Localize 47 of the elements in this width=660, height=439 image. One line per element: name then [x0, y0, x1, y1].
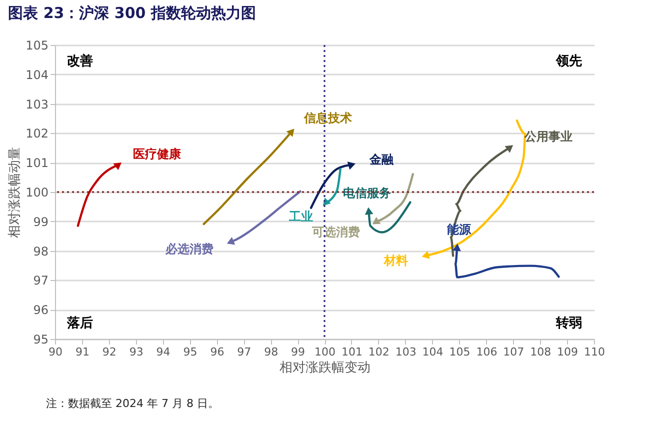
series-label: 医疗健康 [133, 146, 182, 161]
y-tick-label: 99 [33, 214, 48, 229]
series-label: 工业 [288, 209, 313, 224]
x-tick-label: 93 [129, 346, 144, 358]
text: 注：数据截至 2024 年 7 月 8 日。 [46, 396, 220, 411]
x-tick-label: 106 [476, 346, 498, 358]
chart-title: 图表 23：沪深 300 指数轮动热力图 [8, 4, 256, 22]
y-tick-label: 105 [26, 38, 48, 52]
x-tick-label: 90 [48, 346, 62, 358]
x-tick-label: 95 [183, 346, 198, 358]
x-tick-label: 105 [449, 346, 470, 358]
x-tick-label: 109 [557, 346, 578, 358]
y-tick-label: 96 [33, 303, 48, 318]
x-tick-label: 107 [503, 346, 524, 358]
x-tick-label: 100 [314, 346, 336, 358]
x-tick-label: 92 [102, 346, 116, 358]
x-tick-label: 96 [210, 346, 224, 358]
y-tick-label: 95 [33, 332, 48, 346]
y-tick-label: 103 [26, 97, 48, 112]
x-tick-label: 102 [368, 346, 390, 358]
y-tick-label: 97 [33, 274, 48, 288]
x-tick-label: 104 [422, 346, 444, 358]
x-tick-label: 98 [264, 346, 278, 358]
x-tick-label: 101 [341, 346, 362, 358]
annotation: 领先 [555, 54, 582, 69]
y-axis-title: 相对涨跌幅动量 [8, 147, 23, 238]
x-tick-label: 97 [237, 346, 252, 358]
x-axis-title: 相对涨跌幅变动 [280, 360, 370, 376]
series-label: 信息技术 [302, 111, 352, 126]
series-label: 必选消费 [164, 242, 214, 256]
y-tick-label: 102 [26, 126, 48, 141]
y-tick-label: 100 [26, 186, 48, 200]
series-label: 金融 [368, 152, 394, 167]
annotation: 落后 [66, 315, 93, 331]
y-tick-label: 98 [33, 244, 48, 258]
x-tick-label: 99 [291, 346, 306, 358]
annotation: 改善 [67, 53, 93, 69]
series-label: 材料 [382, 254, 408, 268]
series-label: 可选消费 [311, 224, 360, 239]
x-tick-label: 91 [75, 346, 90, 358]
y-tick-label: 104 [26, 68, 48, 82]
y-tick-label: 101 [26, 156, 48, 170]
x-tick-label: 94 [156, 346, 170, 358]
x-tick-label: 110 [584, 346, 605, 358]
annotation: 转弱 [555, 316, 582, 331]
x-tick-label: 103 [395, 346, 416, 358]
x-tick-label: 108 [530, 346, 552, 358]
